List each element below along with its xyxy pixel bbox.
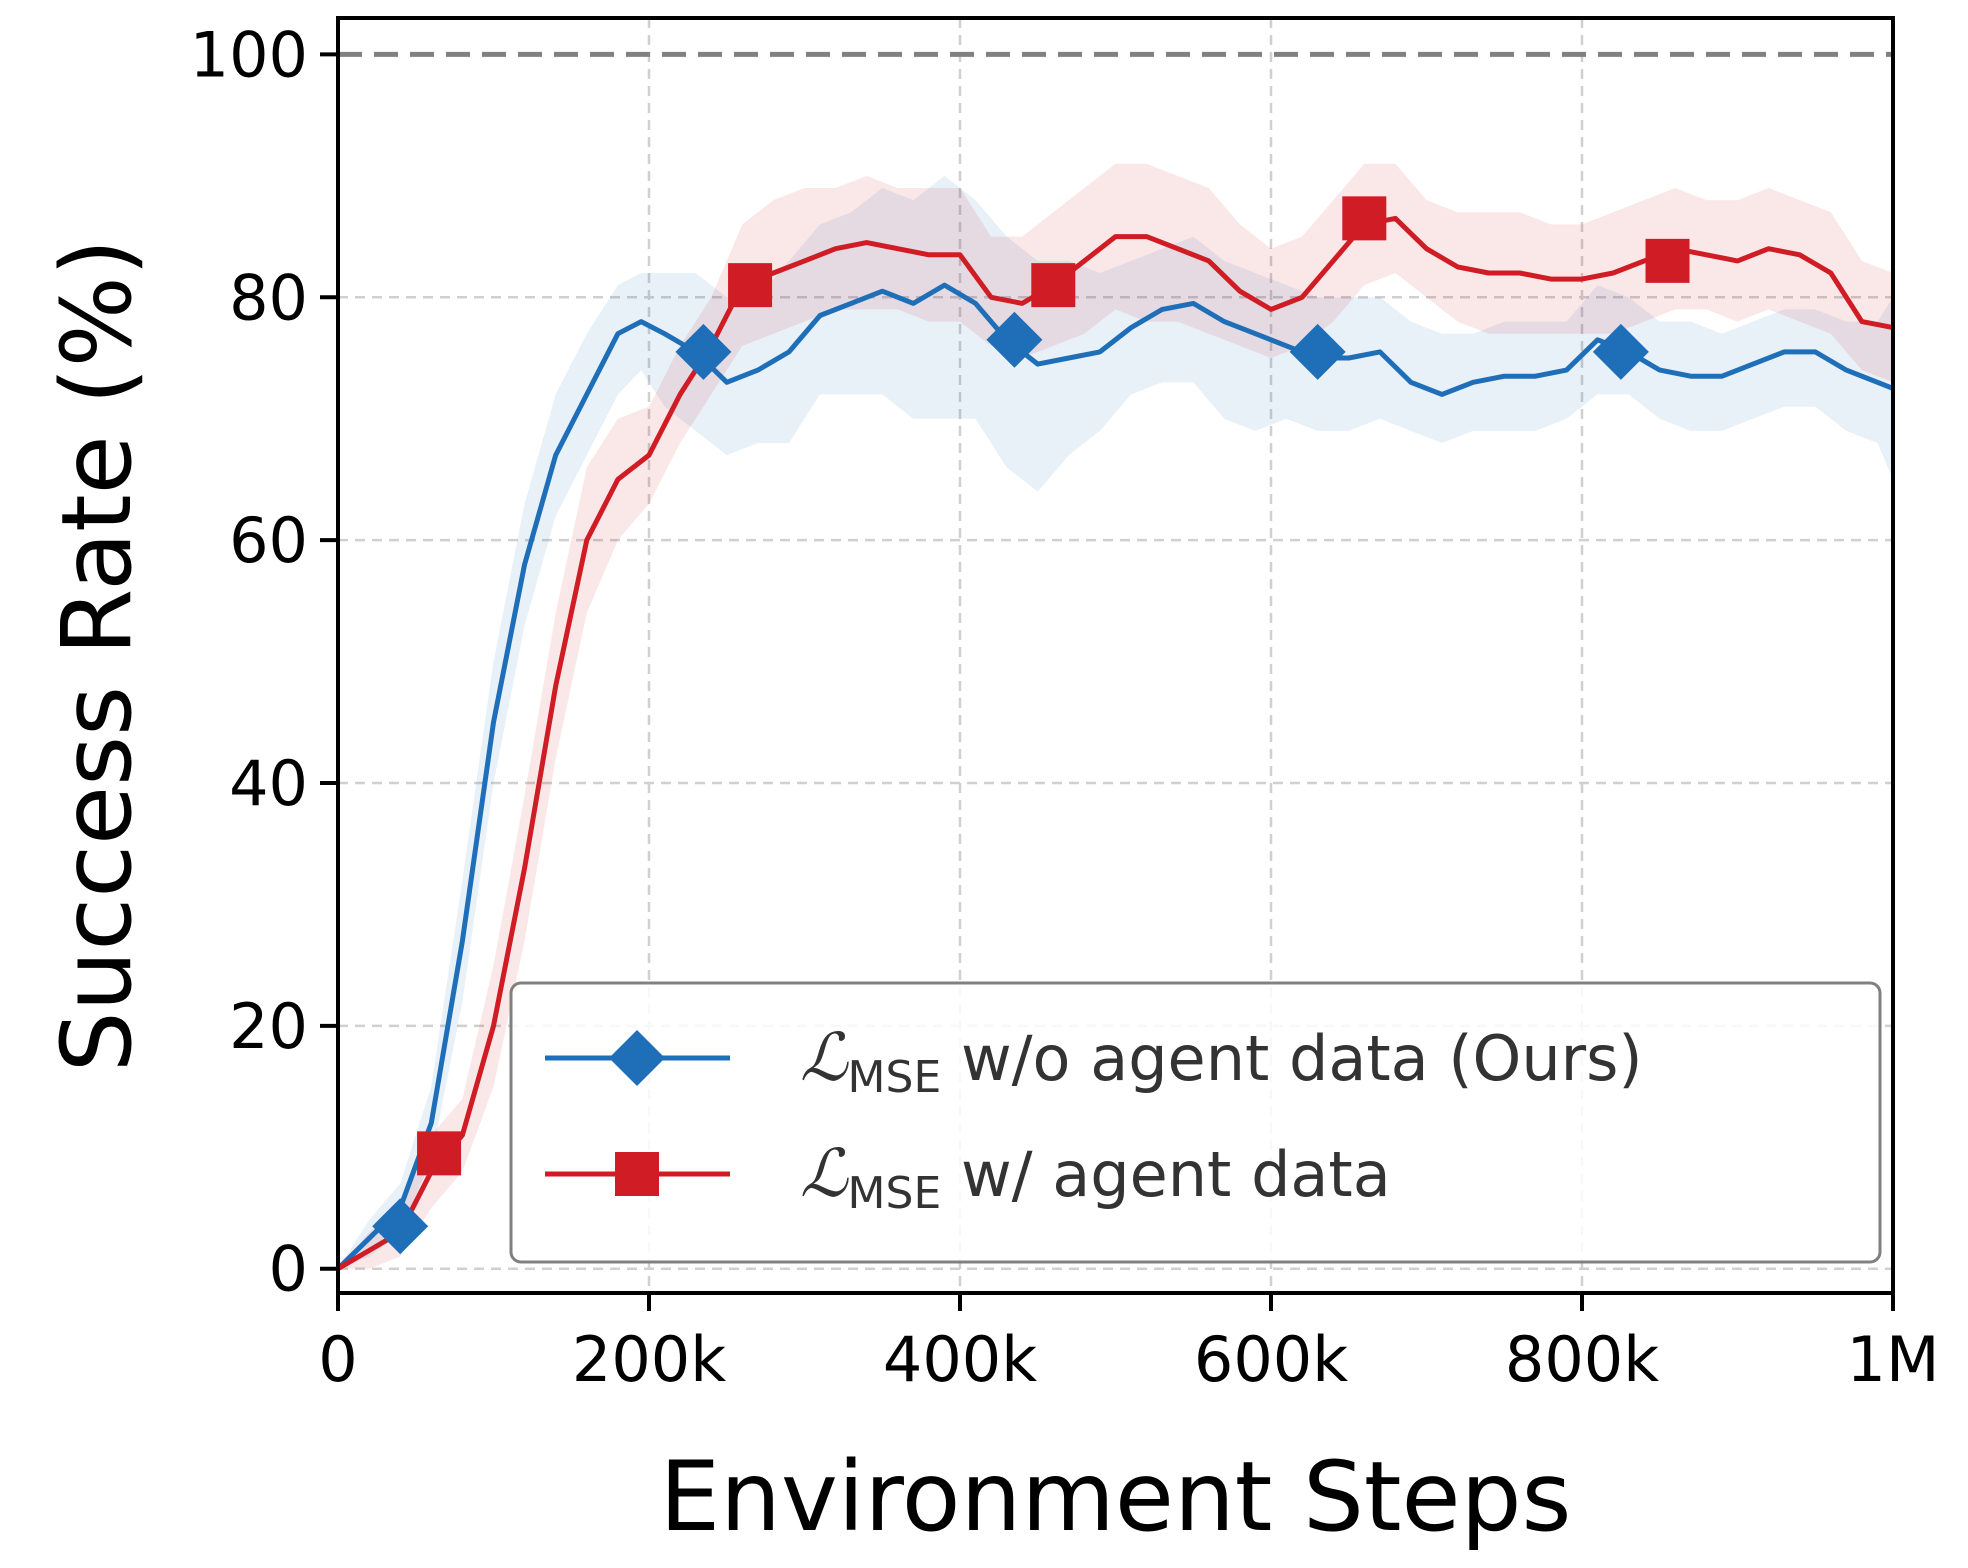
series-line-2 bbox=[336, 215, 1894, 1271]
legend-label-symbol: ℒ bbox=[800, 1135, 849, 1212]
confidence-band-series-1 bbox=[338, 175, 1893, 1269]
diamond-marker bbox=[1289, 323, 1346, 380]
square-marker bbox=[728, 263, 773, 308]
square-marker bbox=[417, 1131, 462, 1176]
y-tick-label: 0 bbox=[269, 1233, 308, 1306]
legend: ℒMSE w/o agent data (Ours)ℒMSE w/ agent … bbox=[509, 981, 1882, 1264]
legend-label: ℒMSE w/o agent data (Ours) bbox=[800, 1019, 1643, 1103]
x-tick-label: 400k bbox=[883, 1323, 1037, 1396]
series-lines bbox=[336, 215, 1894, 1271]
axis-ticks: 0 200k 400k 600k 800k 1M 0 20 40 60 80 100 bbox=[190, 18, 1940, 1396]
series-markers bbox=[372, 196, 1690, 1255]
legend-square-marker bbox=[615, 1152, 659, 1196]
x-tick-label: 0 bbox=[318, 1323, 357, 1396]
legend-diamond-marker bbox=[609, 1030, 665, 1086]
legend-label-subscript: MSE bbox=[848, 1168, 942, 1219]
diamond-marker bbox=[986, 311, 1043, 368]
square-marker bbox=[1645, 238, 1690, 283]
legend-label-text: w/o agent data (Ours) bbox=[941, 1022, 1642, 1095]
square-marker bbox=[1342, 196, 1387, 241]
legend-box bbox=[509, 981, 1882, 1264]
legend-label-subscript: MSE bbox=[848, 1052, 942, 1103]
series-line-1 bbox=[336, 282, 1894, 1271]
diamond-marker bbox=[1592, 323, 1649, 380]
x-tick-label: 600k bbox=[1194, 1323, 1348, 1396]
confidence-bands bbox=[338, 163, 1893, 1269]
x-tick-label: 800k bbox=[1505, 1323, 1659, 1396]
y-tick-label: 60 bbox=[229, 504, 308, 577]
x-tick-label: 200k bbox=[572, 1323, 726, 1396]
y-tick-label: 20 bbox=[229, 990, 308, 1063]
y-tick-label: 80 bbox=[229, 261, 308, 334]
y-axis-title: Success Rate (%) bbox=[41, 239, 153, 1073]
legend-label-text: w/ agent data bbox=[941, 1138, 1390, 1211]
plot-frame bbox=[336, 16, 1895, 1295]
confidence-band-series-2 bbox=[338, 163, 1893, 1269]
y-tick-label: 40 bbox=[229, 747, 308, 820]
x-tick-label: 1M bbox=[1847, 1323, 1940, 1396]
legend-label-symbol: ℒ bbox=[800, 1019, 849, 1096]
y-tick-label: 100 bbox=[190, 18, 308, 91]
diamond-marker bbox=[372, 1198, 429, 1255]
diamond-marker bbox=[675, 323, 732, 380]
x-axis-title: Environment Steps bbox=[659, 1441, 1571, 1553]
legend-label: ℒMSE w/ agent data bbox=[800, 1135, 1391, 1219]
square-marker bbox=[1031, 263, 1076, 308]
